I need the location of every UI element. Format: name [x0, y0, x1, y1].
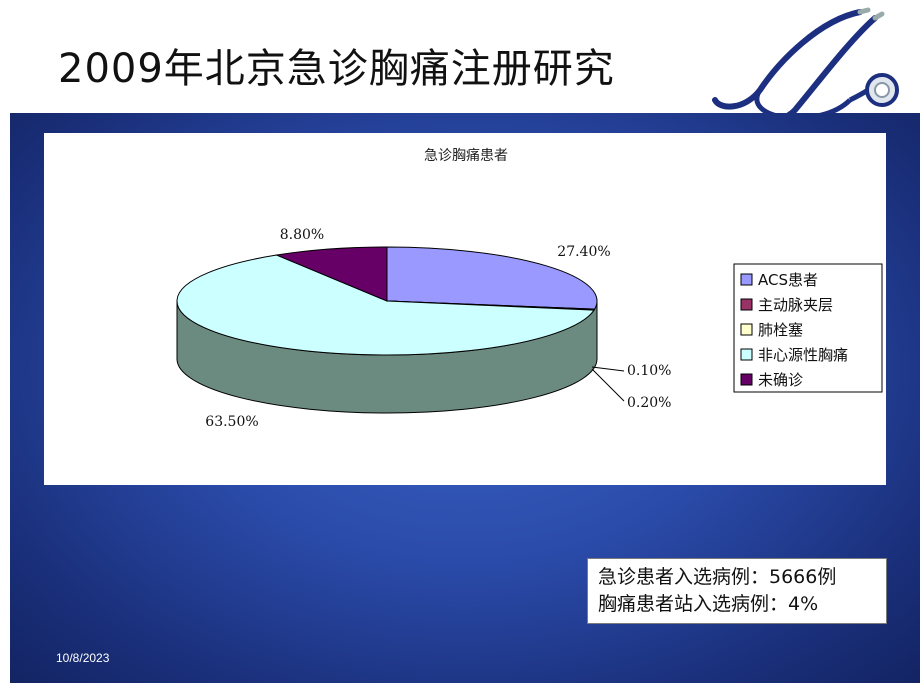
leader-line — [591, 368, 625, 402]
data-label: 0.10% — [627, 363, 671, 379]
note-line: 急诊患者入选病例：5666例 — [598, 566, 837, 588]
legend-swatch — [740, 373, 753, 386]
legend-swatch — [740, 348, 753, 361]
pie-slice — [386, 246, 598, 310]
legend-swatch — [740, 298, 753, 311]
legend-box — [733, 263, 883, 393]
legend-label: 肺栓塞 — [758, 321, 803, 339]
legend-swatch — [740, 323, 753, 336]
legend-label: ACS患者 — [758, 271, 818, 289]
pie-chart: 急诊胸痛患者 27.40% 0.10% 0.20% 63.50% 8.80% ACS患者… — [176, 147, 883, 430]
legend-label: 未确诊 — [758, 371, 803, 389]
note-line: 胸痛患者站入选病例：4% — [598, 593, 819, 615]
enrollment-note: 急诊患者入选病例：5666例 胸痛患者站入选病例：4% — [587, 558, 887, 624]
slide-date: 10/8/2023 — [56, 651, 110, 665]
chart-title: 急诊胸痛患者 — [424, 147, 508, 164]
leader-line — [591, 366, 625, 372]
chart-card: 急诊胸痛患者 27.40% 0.10% 0.20% 63.50% 8.80% ACS患者… — [44, 133, 886, 485]
legend-label: 主动脉夹层 — [758, 296, 833, 314]
pie-slice — [176, 254, 595, 356]
data-label: 0.20% — [627, 395, 671, 411]
pie-slice — [274, 246, 388, 302]
legend-label: 非心源性胸痛 — [758, 346, 848, 364]
legend-swatch — [740, 273, 753, 286]
data-label: 8.80% — [280, 227, 324, 243]
slide-title: 2009年北京急诊胸痛注册研究 — [58, 46, 615, 92]
data-label: 27.40% — [557, 244, 610, 260]
data-label: 63.50% — [205, 414, 258, 430]
